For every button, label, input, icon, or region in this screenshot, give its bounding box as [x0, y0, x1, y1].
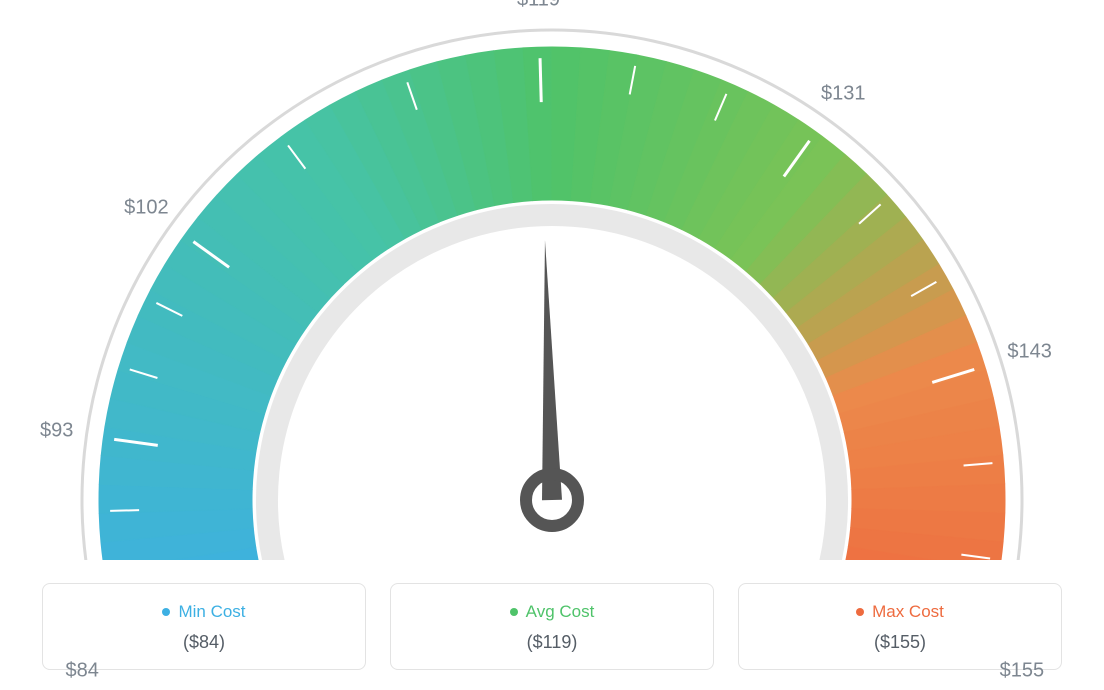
- chart-container: $84 $93 $102 $119 $131 $143 $155 Min Cost ($84…: [0, 0, 1104, 690]
- gauge-tick-label: $155: [1000, 660, 1045, 683]
- avg-cost-card: Avg Cost ($119): [390, 583, 714, 670]
- max-dot-icon: [856, 608, 864, 616]
- avg-cost-label: Avg Cost: [526, 602, 595, 622]
- gauge-tick-label: $84: [65, 660, 98, 683]
- avg-dot-icon: [510, 608, 518, 616]
- avg-cost-label-row: Avg Cost: [403, 602, 701, 622]
- summary-cards: Min Cost ($84) Avg Cost ($119) Max Cost …: [42, 583, 1062, 670]
- gauge-tick-label: $119: [517, 0, 560, 12]
- gauge-tick-label: $131: [821, 82, 866, 105]
- min-cost-label-row: Min Cost: [55, 602, 353, 622]
- avg-cost-value: ($119): [403, 632, 701, 653]
- gauge-chart: $84$93$102$119$131$143$155: [0, 0, 1104, 560]
- min-dot-icon: [162, 608, 170, 616]
- max-cost-value: ($155): [751, 632, 1049, 653]
- max-cost-card: Max Cost ($155): [738, 583, 1062, 670]
- min-cost-label: Min Cost: [178, 602, 245, 622]
- min-cost-card: Min Cost ($84): [42, 583, 366, 670]
- gauge-tick-label: $102: [124, 196, 169, 219]
- min-cost-value: ($84): [55, 632, 353, 653]
- max-cost-label: Max Cost: [872, 602, 944, 622]
- max-cost-label-row: Max Cost: [751, 602, 1049, 622]
- gauge-tick-label: $93: [40, 420, 73, 443]
- gauge-tick-label: $143: [1007, 341, 1052, 364]
